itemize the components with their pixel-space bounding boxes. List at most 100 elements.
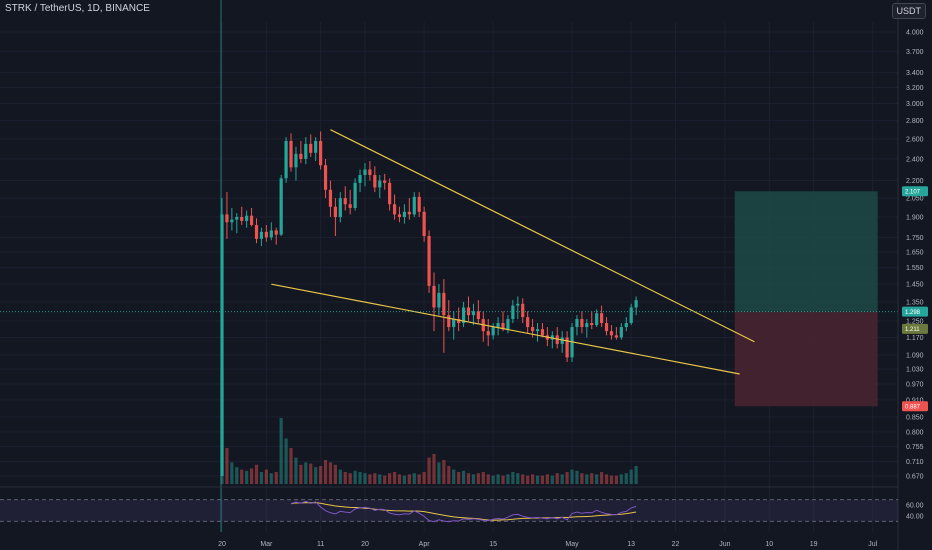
candle-body xyxy=(437,292,441,308)
candle-body xyxy=(392,204,397,215)
price-tick-label: 3.400 xyxy=(906,70,924,77)
candle-body xyxy=(289,140,293,168)
volume-bar xyxy=(274,472,278,484)
price-tick-label: 1.900 xyxy=(906,214,924,221)
price-tag-target: 2.107 xyxy=(902,186,928,197)
volume-bar xyxy=(284,438,288,484)
volume-bar xyxy=(358,472,362,484)
candle-body xyxy=(225,214,229,223)
candle-body xyxy=(624,323,628,328)
volume-bar xyxy=(299,464,303,484)
candle-body xyxy=(634,300,638,308)
volume-bar xyxy=(422,472,426,484)
candle-body xyxy=(575,319,579,328)
price-tick-label: 2.400 xyxy=(906,156,924,163)
time-tick-label: 20 xyxy=(218,541,226,548)
time-tick-label: Apr xyxy=(419,541,431,548)
time-axis: 20Mar1120Apr15May1322Jun1019Jul15Aug xyxy=(218,541,878,548)
candle-body xyxy=(294,153,298,168)
volume-bar xyxy=(540,475,545,484)
time-tick-label: May xyxy=(565,541,579,548)
volume-bar xyxy=(555,473,559,484)
candle-body xyxy=(378,180,382,188)
volume-bar xyxy=(407,474,411,484)
price-tag-last: 1.298 xyxy=(902,306,928,317)
candle-body xyxy=(368,169,372,175)
candle-body xyxy=(397,214,402,217)
candle-body xyxy=(521,303,525,318)
candle-body xyxy=(363,169,367,175)
time-tick-label: 15 xyxy=(489,541,497,548)
volume-bar xyxy=(309,463,313,484)
candle-body xyxy=(417,196,421,212)
candle-body xyxy=(530,327,535,332)
candle-body xyxy=(511,305,515,320)
candle-body xyxy=(595,313,599,326)
rsi-ma-line xyxy=(290,502,637,521)
volume-bar xyxy=(624,473,628,484)
time-tick-label: Jul xyxy=(868,541,877,548)
price-tick-label: 2.200 xyxy=(906,178,924,185)
volume-bar xyxy=(452,469,456,484)
candle-body xyxy=(249,215,254,225)
candle-body xyxy=(299,153,303,159)
price-tick-label: 0.670 xyxy=(906,474,924,481)
candle-body xyxy=(452,319,456,328)
price-tick-label: 1.250 xyxy=(906,319,924,326)
price-tick-label: 2.800 xyxy=(906,118,924,125)
volume-bar xyxy=(437,462,441,484)
price-tag-label: 0.887 xyxy=(905,405,921,411)
candle-body xyxy=(274,230,278,235)
volume-bar xyxy=(353,470,357,484)
price-tick-label: 0.710 xyxy=(906,459,924,466)
candle-body xyxy=(590,323,594,326)
candle-body xyxy=(461,307,466,324)
candle-body xyxy=(604,323,609,332)
volume-bar xyxy=(590,473,594,484)
price-tick-label: 1.090 xyxy=(906,353,924,360)
price-tick-label: 2.600 xyxy=(906,137,924,144)
price-tick-label: 1.450 xyxy=(906,282,924,289)
volume-bar xyxy=(442,460,446,484)
volume-bar xyxy=(466,473,471,484)
price-tag-label: 2.107 xyxy=(905,190,921,196)
candle-body xyxy=(432,285,436,308)
volume-bar xyxy=(259,472,264,484)
profit-zone xyxy=(734,191,878,312)
volume-bar xyxy=(506,474,510,484)
volume-bar xyxy=(432,454,436,484)
volume-bar xyxy=(294,457,298,484)
price-tag-bg xyxy=(902,306,928,317)
price-tag-label: 1.211 xyxy=(905,327,920,333)
volume-bar xyxy=(457,472,461,484)
candle-body xyxy=(526,317,530,328)
candle-body xyxy=(235,216,239,220)
candle-body xyxy=(319,140,323,166)
candle-body xyxy=(580,319,584,328)
volume-bar xyxy=(619,474,623,484)
rsi-axis: 60.00 40.00 xyxy=(906,503,924,521)
rsi-tick-label: 60.00 xyxy=(906,503,924,510)
candle-body xyxy=(609,331,614,336)
volume-bar xyxy=(230,462,234,484)
time-tick-label: 13 xyxy=(627,541,635,548)
volume-bar xyxy=(521,474,525,484)
candle-body xyxy=(220,214,224,476)
currency-button[interactable]: USDT xyxy=(891,3,926,19)
candle-body xyxy=(629,307,633,324)
candle-body xyxy=(333,206,337,217)
candle-body xyxy=(422,211,426,237)
volume-bar xyxy=(545,474,549,484)
loss-zone xyxy=(734,311,878,407)
candle-body xyxy=(269,230,273,238)
volume-bar xyxy=(634,466,638,484)
price-tag-bg xyxy=(902,323,928,334)
volume-bar xyxy=(328,462,333,484)
price-tick-label: 0.970 xyxy=(906,382,924,389)
volume-bar xyxy=(249,468,254,484)
volume-bar xyxy=(240,469,244,484)
candle-body xyxy=(264,231,268,238)
rsi-line xyxy=(290,500,637,523)
candle-body xyxy=(471,311,476,316)
